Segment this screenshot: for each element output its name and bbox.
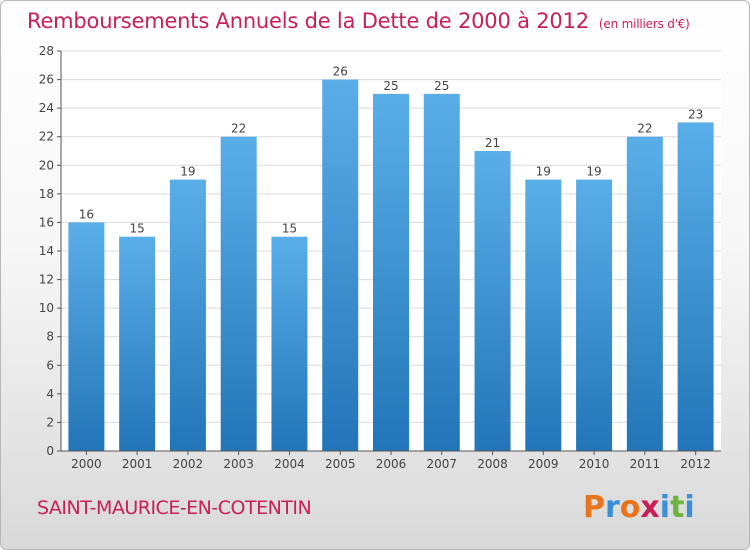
data-label: 19	[180, 165, 195, 179]
y-tick-label: 12	[39, 273, 54, 287]
x-tick-label: 2000	[71, 457, 102, 471]
logo-letter: i	[684, 490, 694, 525]
x-tick-label: 2001	[122, 457, 153, 471]
data-label: 21	[485, 136, 500, 150]
bar	[169, 179, 206, 452]
x-axis-ticks: 2000 2001 2002 2003 2004 2005 2006 2007 2008 2009…	[71, 451, 711, 471]
bar	[373, 93, 409, 451]
chart-title: Remboursements Annuels de la Dette de 20…	[27, 9, 690, 33]
x-tick-label: 2004	[274, 457, 305, 471]
y-tick-label: 14	[39, 244, 54, 258]
data-label: 25	[383, 79, 398, 93]
data-label: 19	[536, 165, 551, 179]
y-tick-label: 6	[46, 358, 54, 372]
data-label: 26	[333, 65, 348, 79]
x-tick-label: 2006	[376, 457, 407, 471]
logo-letter: P	[583, 490, 605, 525]
svg-text:Proxiti: Proxiti	[583, 490, 695, 525]
data-label: 22	[231, 122, 246, 136]
bar	[271, 236, 308, 451]
y-tick-label: 20	[39, 158, 54, 172]
y-tick-label: 0	[46, 444, 54, 458]
y-tick-label: 2	[46, 415, 54, 429]
x-tick-label: 2007	[426, 457, 457, 471]
bar	[68, 222, 105, 451]
bars	[68, 79, 714, 452]
bar	[423, 93, 460, 451]
bar	[474, 151, 511, 451]
logo-letter: x	[640, 490, 659, 525]
y-tick-label: 16	[39, 215, 54, 229]
bar	[525, 179, 562, 452]
x-tick-label: 2008	[477, 457, 508, 471]
data-label: 15	[130, 222, 145, 236]
logo-letter: o	[620, 490, 641, 525]
bar	[677, 122, 714, 451]
data-label: 23	[688, 107, 703, 121]
y-tick-label: 24	[39, 101, 54, 115]
x-tick-label: 2005	[325, 457, 356, 471]
logo-letter: t	[670, 490, 684, 525]
x-tick-label: 2011	[630, 457, 661, 471]
x-tick-label: 2012	[680, 457, 711, 471]
bar	[119, 236, 156, 451]
y-tick-label: 8	[46, 330, 54, 344]
bar	[626, 136, 663, 451]
bar	[220, 136, 257, 451]
data-label: 15	[282, 222, 297, 236]
x-tick-label: 2003	[223, 457, 254, 471]
logo-letter: i	[660, 490, 670, 525]
data-label: 25	[434, 79, 449, 93]
y-tick-label: 28	[39, 44, 54, 58]
data-label: 16	[79, 207, 94, 221]
y-tick-label: 26	[39, 73, 54, 87]
y-tick-label: 4	[46, 387, 54, 401]
chart-unit-note: (en milliers d'€)	[598, 17, 690, 31]
y-tick-label: 10	[39, 301, 54, 315]
y-tick-label: 18	[39, 187, 54, 201]
chart-title-text: Remboursements Annuels de la Dette de 20…	[27, 9, 589, 33]
proxiti-logo: Proxiti	[583, 490, 695, 525]
y-tick-label: 22	[39, 130, 54, 144]
x-tick-label: 2010	[579, 457, 610, 471]
data-label: 22	[637, 122, 652, 136]
logo-letter: r	[605, 490, 620, 525]
x-tick-label: 2002	[173, 457, 204, 471]
location-name: SAINT-MAURICE-EN-COTENTIN	[37, 497, 312, 519]
x-tick-label: 2009	[528, 457, 559, 471]
bar	[576, 179, 613, 452]
bar	[322, 79, 359, 452]
data-labels: 16 15 19 22 15 26 25 25 21 19 19 22 23	[79, 65, 704, 236]
data-label: 19	[586, 165, 601, 179]
